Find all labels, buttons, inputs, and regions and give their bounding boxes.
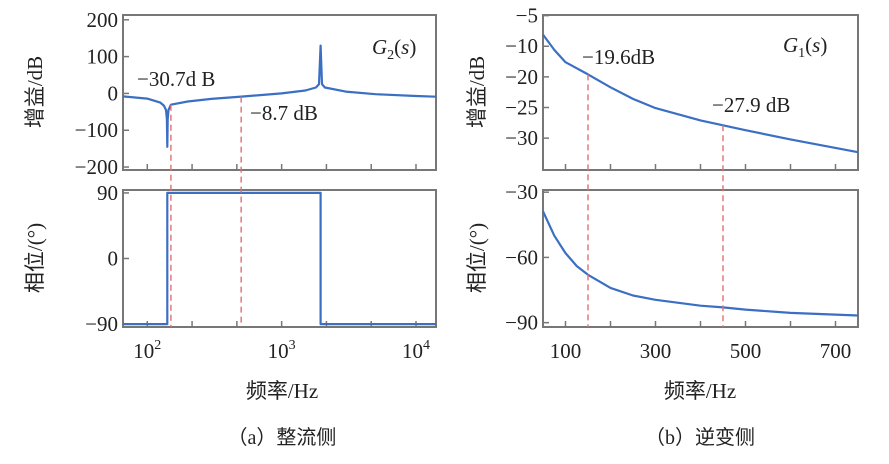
right-magnitude-ytick-label: −20 — [505, 65, 538, 89]
right-mag-ylabel: 增益/dB — [465, 56, 489, 128]
right-caption: （b）逆变侧 — [645, 426, 755, 449]
left-xtick-label: 102 — [133, 338, 161, 363]
left-phase-ytick-label: −90 — [85, 312, 118, 336]
left-phase-axes-frame — [122, 189, 437, 328]
right-xtick-label: 500 — [730, 339, 762, 363]
left-xtick-label: 103 — [268, 338, 296, 363]
right-magnitude-ytick-label: −10 — [505, 34, 538, 58]
right-xlabel: 频率/Hz — [664, 379, 736, 403]
left-series-label: G2(s) — [372, 35, 416, 63]
left-magnitude-ytick-label: −200 — [75, 155, 118, 179]
left-phase-ylabel: 相位/(°) — [23, 223, 47, 293]
right-series-label: G1(s) — [783, 33, 827, 61]
left-mag-ylabel: 增益/dB — [23, 56, 47, 128]
right-magnitude-ytick-label: −5 — [516, 4, 538, 28]
left-xtick-label: 104 — [402, 338, 430, 363]
right-phase-curve — [542, 210, 859, 317]
right-phase-ylabel: 相位/(°) — [465, 223, 489, 293]
right-magnitude-ytick-label: −30 — [505, 126, 538, 150]
right-xtick-label: 100 — [550, 339, 582, 363]
left-magnitude-ytick-label: 200 — [87, 8, 119, 32]
left-annotation-1: −30.7d B — [137, 67, 215, 91]
left-magnitude-curve — [122, 44, 437, 148]
right-xtick-label: 300 — [640, 339, 672, 363]
right-magnitude-curve — [542, 33, 859, 154]
right-phase-ytick-label: −30 — [505, 180, 538, 204]
right-xtick-label: 700 — [820, 339, 852, 363]
right-phase-ytick-label: −60 — [505, 245, 538, 269]
left-phase-ytick-label: 0 — [108, 247, 119, 271]
right-annotation-1: −19.6dB — [582, 45, 655, 69]
left-phase-ytick-label: 90 — [97, 181, 118, 205]
left-magnitude-ytick-label: 100 — [87, 45, 119, 69]
right-magnitude-ytick-label: −25 — [505, 96, 538, 120]
left-annotation-2: −8.7 dB — [250, 101, 318, 125]
left-xlabel: 频率/Hz — [246, 379, 318, 403]
right-annotation-2: −27.9 dB — [712, 93, 790, 117]
left-caption: （a）整流侧 — [228, 426, 337, 449]
left-magnitude-axes-frame — [122, 14, 437, 171]
left-magnitude-ytick-label: −100 — [75, 118, 118, 142]
left-phase-curve — [123, 191, 436, 326]
left-magnitude-ytick-label: 0 — [108, 81, 119, 105]
right-phase-ytick-label: −90 — [505, 311, 538, 335]
